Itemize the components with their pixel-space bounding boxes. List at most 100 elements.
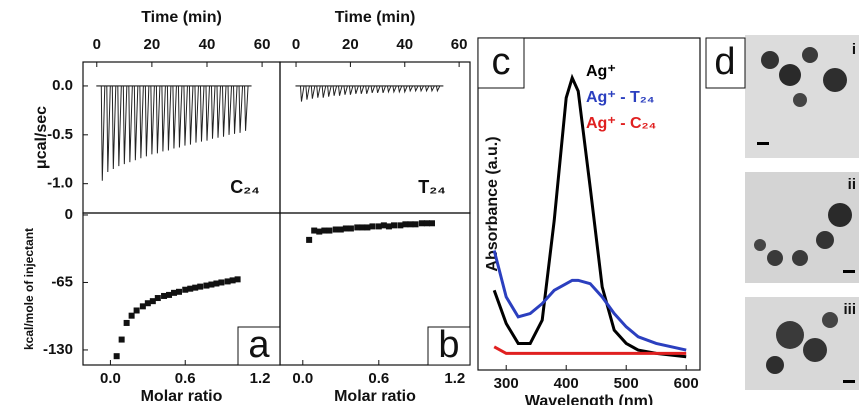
y-tick-label: 0.0 <box>52 77 73 94</box>
y-axis-label: kcal/mole of injectant <box>22 228 36 350</box>
injection-peak <box>238 85 244 133</box>
panel-label-box <box>477 37 525 89</box>
injection-peak <box>338 85 343 96</box>
y-tick-label: -0.5 <box>47 126 73 143</box>
data-point <box>375 223 382 230</box>
injection-peak <box>100 85 106 181</box>
data-point <box>326 227 333 234</box>
injection-peak <box>161 85 166 152</box>
data-point <box>423 220 430 227</box>
injection-peak <box>205 85 210 141</box>
annotation: T₂₄ <box>418 177 446 197</box>
y-axis-label: Absorbance (a.u.) <box>484 136 501 271</box>
injection-peak <box>139 85 144 159</box>
injection-peak <box>425 85 430 93</box>
injection-peak <box>177 85 183 148</box>
x-tick-label: 20 <box>144 36 161 53</box>
data-point <box>359 224 366 231</box>
data-point <box>187 285 194 292</box>
x-axis-label: Wavelength (nm) <box>525 393 653 405</box>
injection-peak <box>122 85 128 165</box>
injection-peak <box>128 85 133 163</box>
data-point <box>213 280 220 287</box>
data-point <box>154 295 161 302</box>
injection-peak <box>210 85 216 139</box>
scale-bar <box>757 142 769 145</box>
injection-peak <box>166 85 172 151</box>
injection-peak <box>359 85 365 94</box>
data-point <box>385 223 392 230</box>
injection-peak <box>365 85 370 94</box>
y-tick-label: -1.0 <box>47 175 73 192</box>
data-point <box>113 353 120 360</box>
injection-peak <box>419 85 425 93</box>
x-tick-label: 0.0 <box>100 370 121 387</box>
data-point <box>429 220 435 227</box>
injection-peak <box>133 85 139 161</box>
injection-peak <box>376 85 381 93</box>
injection-peak <box>354 85 359 94</box>
injection-peak <box>155 85 161 154</box>
data-point <box>182 286 189 293</box>
data-point <box>171 289 178 296</box>
data-point <box>397 222 404 229</box>
y-tick-label: 0 <box>65 206 73 223</box>
scale-bar <box>843 270 855 273</box>
particle <box>816 231 834 249</box>
injection-peak <box>150 85 155 155</box>
x-tick-label: 0.6 <box>175 370 196 387</box>
data-point <box>418 220 425 227</box>
x-tick-label: 500 <box>614 375 639 392</box>
data-point <box>139 303 146 310</box>
data-point <box>369 223 376 230</box>
x-tick-label: 600 <box>674 375 699 392</box>
injection-peak <box>435 85 441 93</box>
injection-peak <box>386 85 392 94</box>
injection-peak <box>227 85 233 135</box>
y-axis-label: μcal/sec <box>33 106 50 169</box>
data-point <box>123 319 130 326</box>
x-tick-label: 300 <box>494 375 519 392</box>
injection-peak <box>343 85 348 95</box>
x-axis-label: Molar ratio <box>334 388 416 405</box>
x-tick-label: 0.6 <box>368 370 389 387</box>
injection-peak <box>327 85 332 97</box>
x-tick-label: 400 <box>554 375 579 392</box>
particle <box>766 356 784 374</box>
spectrum-line <box>493 345 687 355</box>
data-point <box>402 221 409 228</box>
injection-peak <box>194 85 199 143</box>
data-point <box>166 291 173 298</box>
injection-peak <box>233 85 238 134</box>
data-point <box>337 226 344 233</box>
particle <box>822 312 838 328</box>
x-tick-label: 0 <box>93 36 101 53</box>
injection-peak <box>348 85 354 95</box>
injection-peak <box>172 85 177 149</box>
data-point <box>224 278 231 285</box>
particle <box>767 250 783 266</box>
particle <box>823 68 847 92</box>
tem-image <box>745 297 859 390</box>
injection-peak <box>111 85 117 170</box>
legend-entry: Ag⁺ - C₂₄ <box>586 115 656 132</box>
particle <box>803 338 827 362</box>
data-point <box>364 224 371 231</box>
panel-label: a <box>248 324 270 366</box>
x-tick-label: 60 <box>451 36 468 53</box>
data-point <box>133 307 140 314</box>
data-point <box>197 283 204 290</box>
injection-peak <box>183 85 188 146</box>
panel-label: b <box>438 324 459 366</box>
particle <box>828 203 852 227</box>
x-axis-label: Time (min) <box>335 9 416 26</box>
data-point <box>412 221 419 228</box>
data-point <box>391 222 397 229</box>
injection-peak <box>381 85 386 93</box>
image-label: iii <box>843 301 856 318</box>
data-point <box>203 282 210 289</box>
panel-label-box <box>427 326 471 366</box>
x-tick-label: 40 <box>199 36 216 53</box>
injection-peak <box>310 85 316 99</box>
data-point <box>316 228 323 235</box>
